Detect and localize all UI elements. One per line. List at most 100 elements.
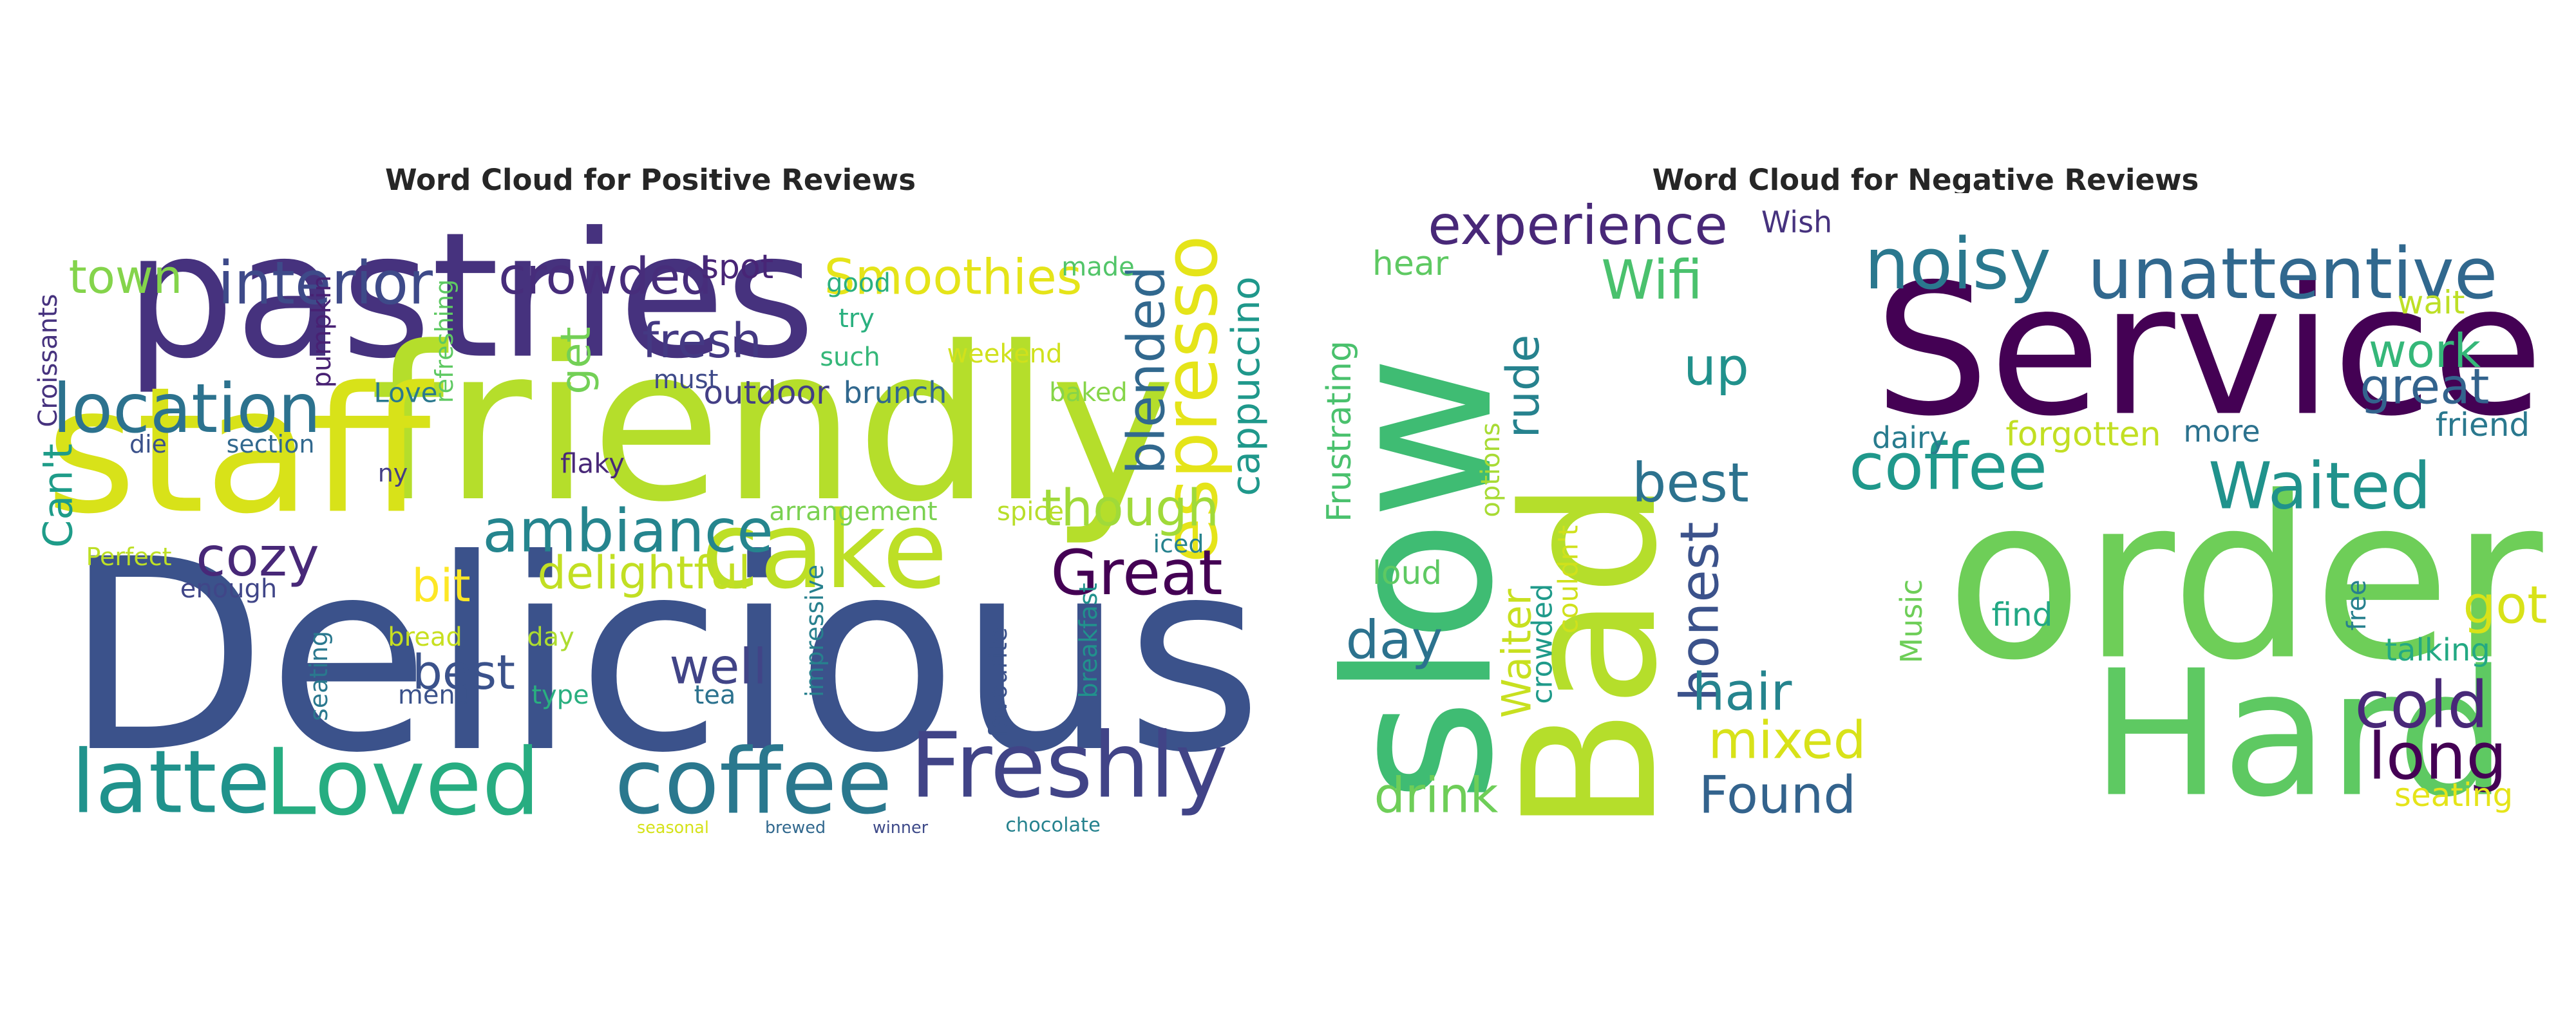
- word-slow: slow: [1303, 355, 1537, 803]
- word-perfect: Perfect: [86, 543, 171, 571]
- word-cozy: cozy: [196, 525, 319, 588]
- word-honest: honest: [1670, 521, 1731, 701]
- word-experience: experience: [1428, 194, 1728, 257]
- word-dairy: dairy: [1872, 420, 1947, 455]
- word-must: must: [654, 365, 719, 395]
- word-type: type: [531, 680, 589, 710]
- word-crowded: crowded: [498, 248, 712, 306]
- word-hair: hair: [1692, 662, 1792, 722]
- word-arrangement: arrangement: [769, 497, 937, 527]
- word-ambiance: ambiance: [482, 497, 773, 566]
- word-day: day: [1346, 610, 1443, 671]
- word-town: town: [69, 250, 183, 304]
- word-chocolate: chocolate: [1005, 814, 1101, 837]
- word-pastries: pastries: [125, 196, 815, 397]
- word-long: long: [2368, 719, 2507, 794]
- word-find: find: [1992, 596, 2053, 633]
- word-best: best: [412, 645, 515, 700]
- word-outdoor: outdoor: [703, 374, 829, 411]
- word-more: more: [2183, 414, 2260, 449]
- word-seating: seating: [305, 631, 333, 721]
- word-drink: drink: [1374, 767, 1499, 824]
- word-baked: baked: [1049, 378, 1128, 407]
- word-loved: Loved: [265, 729, 540, 836]
- word-impressive: impressive: [800, 565, 829, 697]
- word-try: try: [838, 304, 875, 333]
- word-found: Found: [1699, 765, 1856, 825]
- word-rude: rude: [1497, 335, 1549, 438]
- word-hard: Hard: [2091, 633, 2507, 836]
- word-great: Great: [1050, 537, 1222, 609]
- word-spot: spot: [701, 248, 773, 286]
- word-couldn-t: couldn't: [1553, 525, 1584, 633]
- word-latte: latte: [71, 732, 270, 833]
- word-seating: seating: [2394, 776, 2513, 814]
- word-hear: hear: [1372, 245, 1449, 283]
- word-good: good: [826, 268, 891, 298]
- word-pumpkin: pumpkin: [307, 276, 337, 388]
- word-brewed: brewed: [765, 818, 826, 837]
- word-bad: Bad: [1484, 480, 1697, 834]
- word-order: order: [1946, 449, 2545, 710]
- word-frustrating: Frustrating: [1320, 341, 1359, 522]
- word-service: Service: [1875, 246, 2544, 456]
- word-unattentive: unattentive: [2088, 232, 2498, 315]
- word-espresso: espresso: [1148, 235, 1235, 563]
- word-location: location: [53, 370, 321, 448]
- word-wifi: Wifi: [1601, 248, 1702, 312]
- word-staff: staff: [46, 350, 436, 552]
- word-free: free: [2342, 580, 2372, 631]
- word-music: Music: [1894, 579, 1929, 664]
- word-refreshing: refreshing: [430, 279, 459, 403]
- word-made: made: [1061, 252, 1134, 282]
- word-fresh: fresh: [642, 314, 762, 369]
- word-got: got: [2463, 576, 2547, 635]
- word-great: great: [2360, 358, 2490, 415]
- word-brunch: brunch: [844, 375, 947, 410]
- word-well: well: [669, 638, 766, 695]
- word-interior: interior: [218, 249, 433, 318]
- word-coffee: coffee: [1849, 429, 2047, 505]
- word-delightful: delightful: [537, 547, 750, 599]
- word-die: die: [129, 430, 167, 458]
- word-wait: wait: [2397, 284, 2465, 321]
- word-mixed: mixed: [1708, 711, 1866, 771]
- word-breakfast: breakfast: [1074, 583, 1103, 698]
- word-weekend: weekend: [947, 339, 1062, 369]
- word-can-t: Can't: [35, 444, 82, 548]
- word-tea: tea: [694, 680, 736, 710]
- word-up: up: [1683, 337, 1748, 397]
- word-cappuccino: cappuccino: [1224, 276, 1269, 496]
- word-ny: ny: [378, 459, 408, 487]
- word-crowded: crowded: [1526, 583, 1559, 704]
- word-best: best: [1632, 451, 1749, 514]
- word-love: Love: [374, 377, 437, 409]
- word-friendly: friendly: [370, 301, 1176, 548]
- word-work: work: [2369, 324, 2481, 378]
- word-blended: blended: [1117, 266, 1177, 474]
- word-though: though: [1041, 480, 1219, 538]
- word-day: day: [527, 623, 574, 652]
- positive-word-cloud: Delicious pastries friendly staff Loved cake c…: [26, 193, 1275, 837]
- word-bit: bit: [412, 559, 470, 612]
- word-enough: enough: [180, 574, 278, 604]
- word-such: such: [820, 342, 880, 372]
- word-iced: iced: [1153, 530, 1204, 558]
- chart-title-positive: Word Cloud for Positive Reviews: [384, 163, 916, 197]
- word-waiter: Waiter: [1493, 588, 1540, 718]
- word-wish: Wish: [1761, 205, 1832, 239]
- word-noisy: noisy: [1864, 223, 2051, 305]
- word-cold: cold: [2354, 668, 2488, 743]
- word-freshly: Freshly: [910, 714, 1228, 819]
- word-coffee: coffee: [614, 730, 892, 835]
- word-section: section: [227, 430, 315, 458]
- word-friend: friend: [2436, 406, 2530, 444]
- word-smoothies: Smoothies: [824, 248, 1083, 306]
- word-forgotten: forgotten: [2005, 415, 2161, 454]
- word-flaky: flaky: [560, 448, 625, 480]
- word-waited: Waited: [2208, 449, 2431, 524]
- word-spice: spice: [997, 497, 1064, 527]
